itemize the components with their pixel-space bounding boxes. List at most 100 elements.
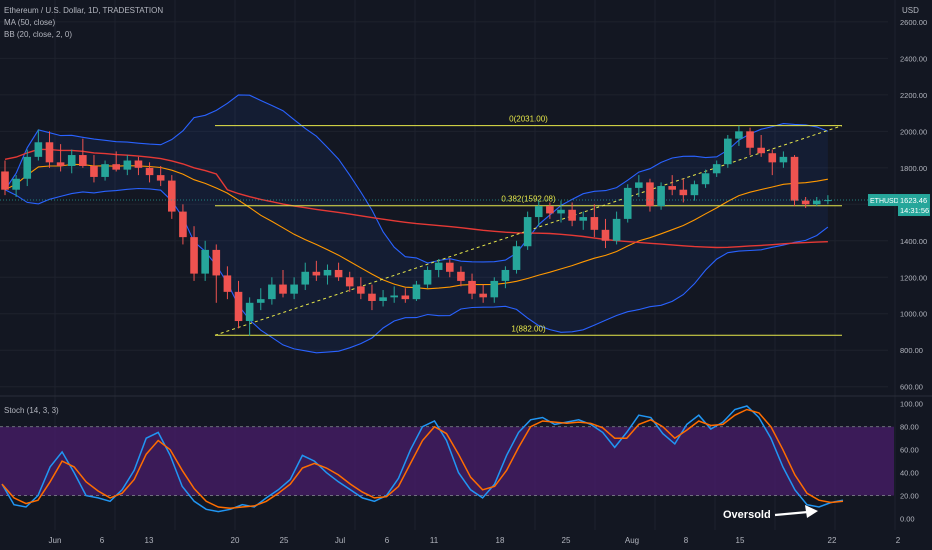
price-tick-label: 1200.00 [900,273,927,282]
time-tick-label: Jul [335,536,345,545]
candle-body [245,302,254,322]
candle-body [256,299,265,303]
candle-body [757,147,765,154]
candle-body [490,280,499,298]
candle-body [646,182,654,207]
candle-body [290,284,298,294]
bollinger-fill [5,94,828,353]
ma-legend[interactable]: MA (50, close) [4,18,56,27]
candle-body [735,131,743,139]
candle-body [423,269,432,285]
candle-body [201,249,209,274]
candle-body [446,262,454,272]
candlestick-series[interactable] [1,125,832,336]
candle-body [579,217,588,221]
stochastic-oscillator[interactable] [0,405,894,513]
candle-body [512,246,521,270]
candle-body [612,218,621,241]
time-tick-label: 22 [828,536,837,545]
candle-body [712,164,721,174]
price-tag-value: 1623.46 [900,196,927,205]
arrow-head [805,505,818,518]
currency-label: USD [902,6,919,15]
stoch-tick-label: 20.00 [900,492,919,501]
candle-body [724,138,732,165]
candle-body [301,271,310,285]
candle-body [501,269,510,281]
price-tick-label: 2000.00 [900,127,927,136]
candle-body [434,262,443,270]
candle-body [56,162,65,166]
candle-body [112,164,120,170]
time-tick-label: 18 [496,536,505,545]
time-tick-label: 25 [562,536,571,545]
candle-body [212,249,221,276]
candle-body [468,280,476,294]
symbol-tag-text: ETHUSD [870,198,899,205]
candle-body [768,153,777,163]
price-tick-label: 1800.00 [900,164,927,173]
candle-body [779,156,788,163]
candle-body [546,206,554,214]
candle-body [701,173,710,185]
candle-body [368,293,376,301]
symbol-tag [868,194,898,207]
stoch-tick-label: 100.00 [900,400,923,409]
stoch-overbought-oversold-zone [0,426,894,496]
candle-body [412,284,421,300]
time-tick-label: 8 [684,536,689,545]
fib-level-label: 0(2031.00) [509,115,548,124]
candle-body [457,271,465,281]
price-tag-countdown: 14:31:56 [900,206,929,215]
candle-body [90,165,98,177]
candle-body [279,284,287,294]
oversold-arrow [774,505,818,518]
candle-body [190,237,198,274]
candle-body [134,160,143,168]
candle-body [123,160,132,170]
price-tick-label: 800.00 [900,346,923,355]
bb-legend[interactable]: BB (20, close, 2, 0) [4,30,73,39]
candle-body [657,186,665,207]
price-tick-label: 1000.00 [900,310,927,319]
candle-body [101,164,109,177]
price-tick-label: 2200.00 [900,91,927,100]
candle-body [523,217,532,247]
price-tick-label: 600.00 [900,383,923,392]
moving-average-line [4,148,828,249]
candle-body [312,271,321,276]
candle-body [179,211,187,238]
time-tick-label: Jun [49,536,62,545]
candle-body [323,269,332,276]
price-tick-label: 2600.00 [900,18,927,27]
candle-body [690,184,699,196]
candle-body [168,180,176,212]
candle-body [334,269,343,278]
candle-body [145,167,154,176]
stoch-tick-label: 80.00 [900,423,919,432]
candle-body [23,156,32,179]
candle-body [390,295,398,298]
stoch-legend[interactable]: Stoch (14, 3, 3) [4,406,59,415]
time-tick-label: 13 [145,536,154,545]
candle-body [379,297,387,301]
candle-body [268,284,276,300]
candle-body [357,286,365,294]
candle-body [746,131,754,148]
candle-body [534,206,543,218]
time-tick-label: 6 [100,536,105,545]
arrow-shaft [774,510,809,517]
candle-body [812,200,821,205]
candle-body [156,175,165,181]
fib-level-label: 1(882.00) [511,324,546,333]
oversold-annotation: Oversold [723,509,771,521]
candle-body [668,186,676,190]
candle-body [679,189,688,196]
candle-body [801,200,810,205]
candle-body [401,295,410,300]
time-tick-label: 11 [430,536,439,545]
time-tick-label: 20 [231,536,240,545]
symbol-legend[interactable]: Ethereum / U.S. Dollar, 1D, TRADESTATION [4,6,164,15]
